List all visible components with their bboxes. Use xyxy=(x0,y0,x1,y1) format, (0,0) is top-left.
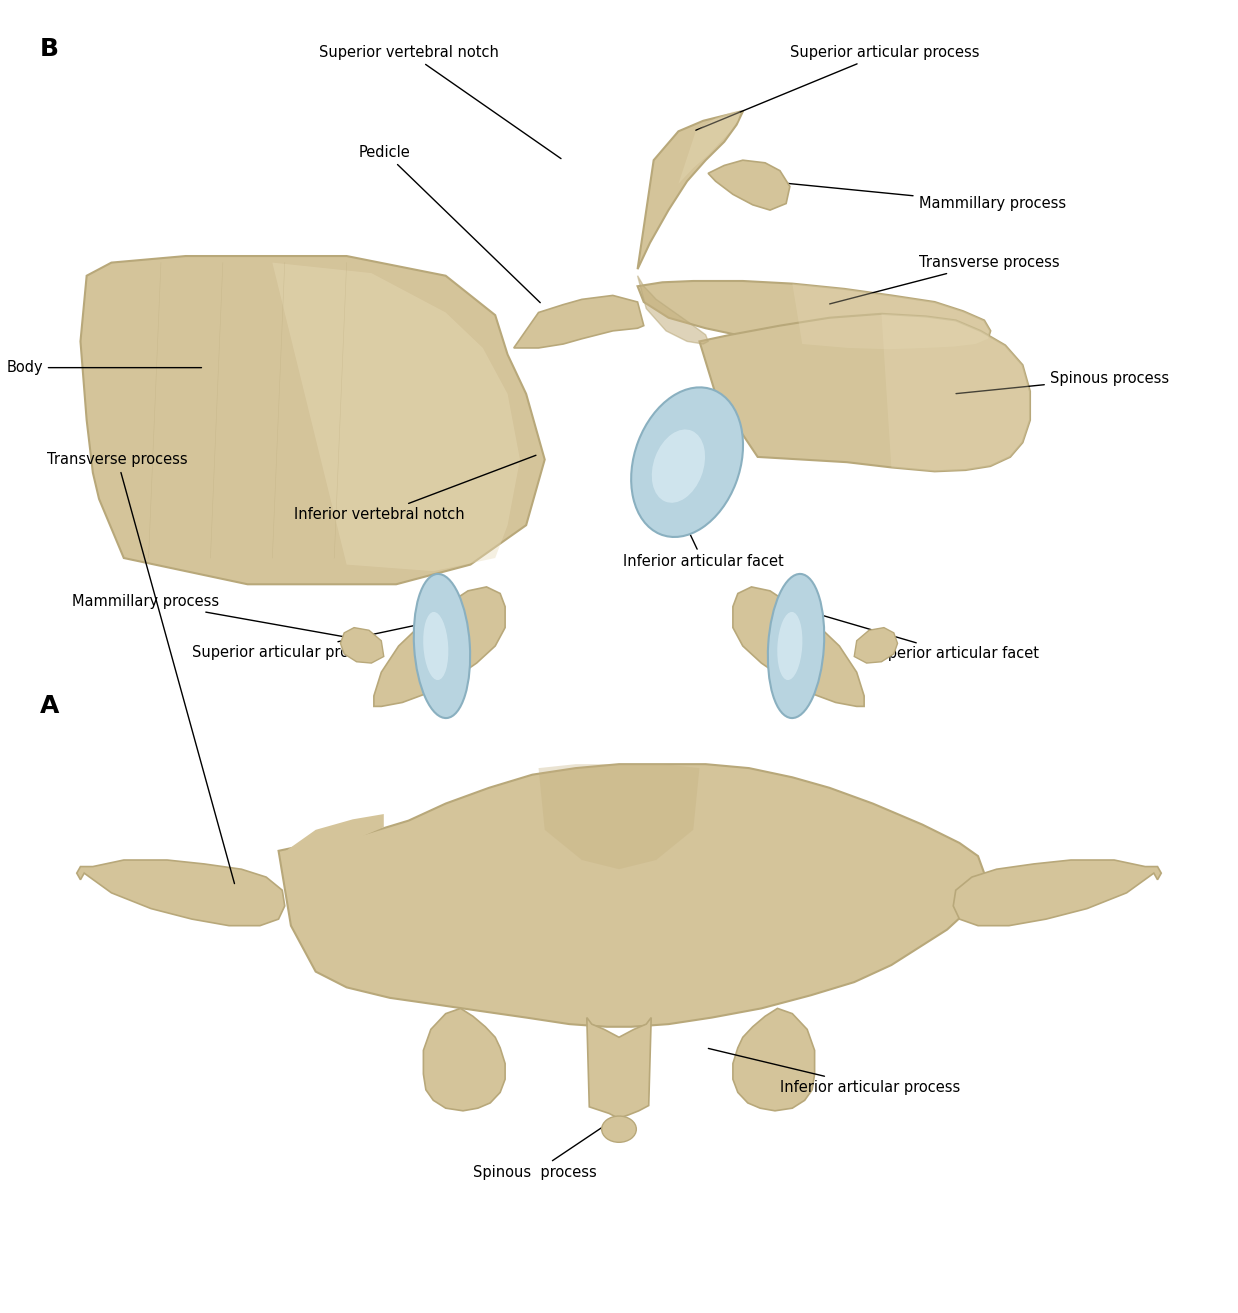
Polygon shape xyxy=(792,284,990,349)
Polygon shape xyxy=(881,314,1030,471)
Polygon shape xyxy=(638,112,743,269)
Ellipse shape xyxy=(768,574,825,718)
Text: Superior articular process: Superior articular process xyxy=(192,613,470,660)
Ellipse shape xyxy=(423,612,448,680)
Polygon shape xyxy=(854,628,898,663)
Text: Inferior vertebral notch: Inferior vertebral notch xyxy=(293,456,536,523)
Text: Transverse process: Transverse process xyxy=(829,255,1060,303)
Polygon shape xyxy=(374,587,505,706)
Text: Transverse process: Transverse process xyxy=(47,452,234,884)
Text: Pedicle: Pedicle xyxy=(359,144,540,303)
Text: Superior articular process: Superior articular process xyxy=(696,45,979,130)
Polygon shape xyxy=(708,160,790,210)
Polygon shape xyxy=(282,814,384,853)
Polygon shape xyxy=(80,256,545,584)
Text: Mammillary process: Mammillary process xyxy=(72,593,379,643)
Polygon shape xyxy=(423,1008,505,1111)
Ellipse shape xyxy=(413,574,470,718)
Polygon shape xyxy=(77,860,285,926)
Ellipse shape xyxy=(652,429,704,503)
Text: Superior articular facet: Superior articular facet xyxy=(795,608,1039,662)
Polygon shape xyxy=(514,295,644,348)
Polygon shape xyxy=(279,764,984,1027)
Polygon shape xyxy=(587,1018,651,1117)
Polygon shape xyxy=(272,263,520,571)
Text: B: B xyxy=(40,37,58,60)
Polygon shape xyxy=(678,112,740,184)
Polygon shape xyxy=(340,628,384,663)
Polygon shape xyxy=(854,814,956,853)
Text: A: A xyxy=(40,695,59,718)
Polygon shape xyxy=(638,276,708,344)
Ellipse shape xyxy=(631,387,743,537)
Polygon shape xyxy=(539,764,699,869)
Polygon shape xyxy=(733,587,864,706)
Text: Inferior articular process: Inferior articular process xyxy=(708,1048,961,1095)
Ellipse shape xyxy=(777,612,802,680)
Polygon shape xyxy=(638,281,990,349)
Text: Inferior articular facet: Inferior articular facet xyxy=(623,512,784,570)
Polygon shape xyxy=(953,860,1161,926)
Polygon shape xyxy=(699,314,1030,471)
Text: Body: Body xyxy=(6,360,202,376)
Text: Mammillary process: Mammillary process xyxy=(768,181,1066,211)
Polygon shape xyxy=(733,1008,815,1111)
Ellipse shape xyxy=(602,1116,636,1142)
Text: Superior vertebral notch: Superior vertebral notch xyxy=(318,45,561,159)
Text: Spinous  process: Spinous process xyxy=(473,1117,617,1180)
Text: Spinous process: Spinous process xyxy=(956,370,1169,394)
